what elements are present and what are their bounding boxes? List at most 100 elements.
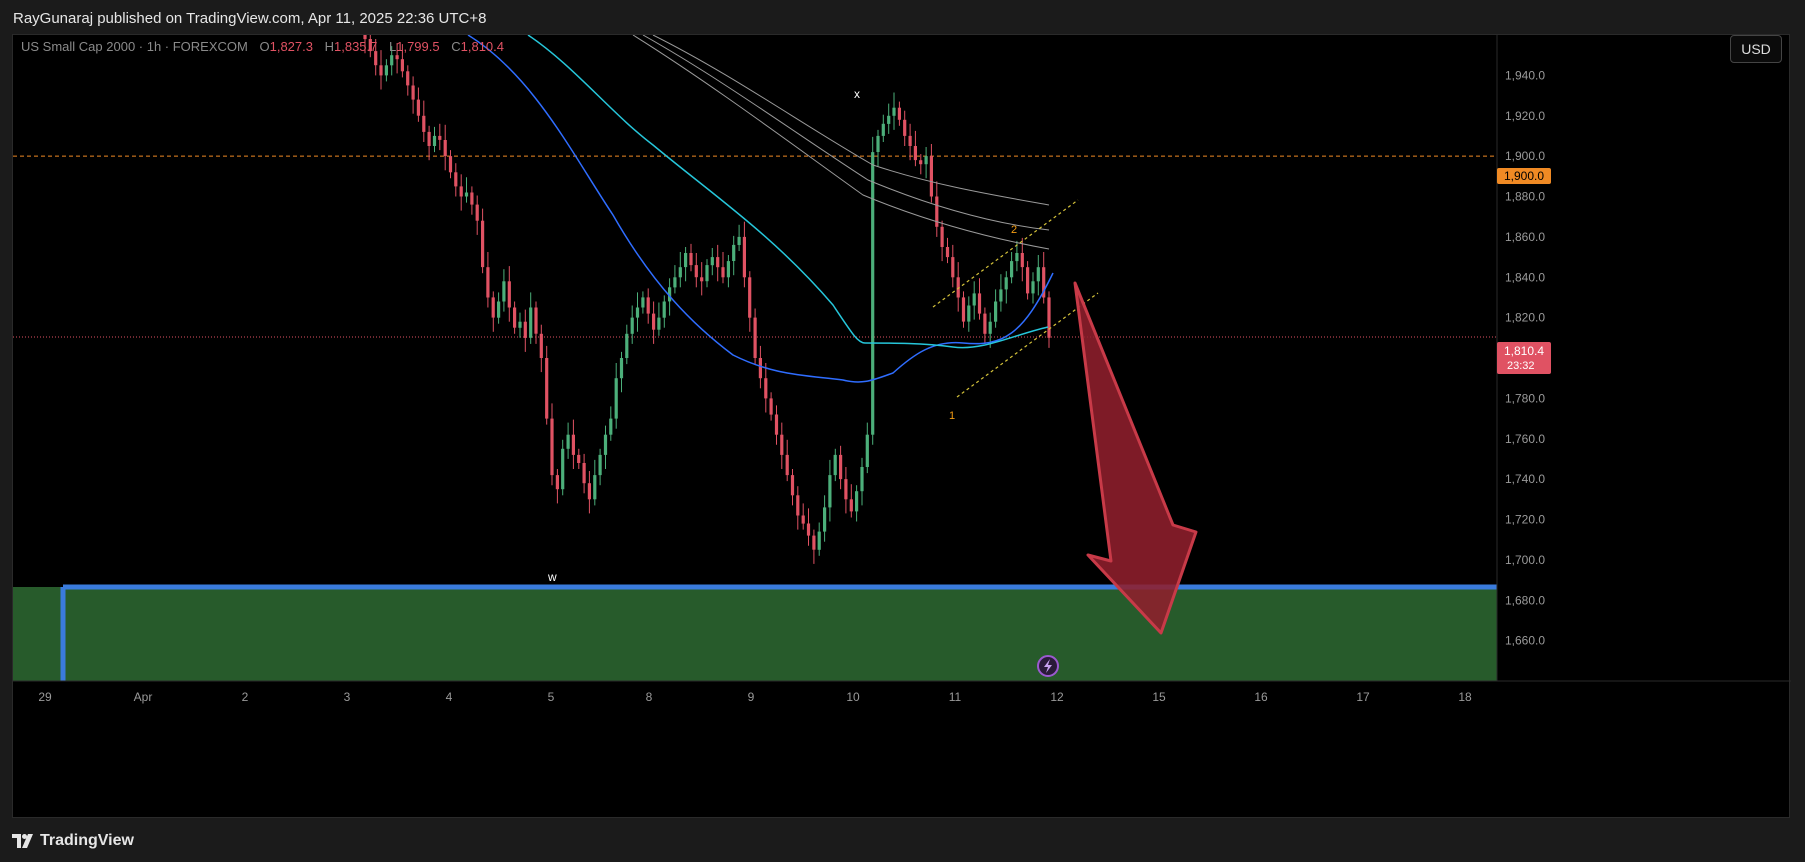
candle-body — [1020, 253, 1024, 268]
candle-body — [400, 59, 404, 72]
candle — [940, 220, 944, 262]
candle-body — [550, 418, 554, 476]
candle-body — [855, 491, 859, 512]
candle-body — [582, 463, 586, 484]
candle — [887, 103, 891, 134]
y-tick-label: 1,700.0 — [1505, 553, 1545, 567]
candle-body — [999, 289, 1003, 302]
candle — [539, 324, 543, 373]
legend-high: 1,835.7 — [334, 39, 377, 54]
y-tick-label: 1,760.0 — [1505, 432, 1545, 446]
candle-body — [481, 220, 485, 268]
candle-body — [432, 135, 437, 146]
x-tick-label: 12 — [1050, 690, 1064, 704]
candle — [390, 46, 394, 76]
footer-brand[interactable]: TradingView — [12, 830, 134, 852]
candle-body — [523, 321, 527, 338]
candle-body — [657, 317, 661, 330]
candle — [796, 486, 800, 530]
y-tick-label: 1,940.0 — [1505, 68, 1545, 82]
candle-body — [860, 467, 864, 492]
candle-body — [507, 281, 511, 308]
candle — [571, 419, 575, 469]
candle-body — [1004, 277, 1008, 290]
wave-label-w: w — [547, 570, 557, 584]
candle — [395, 43, 399, 74]
legend-high-label: H — [325, 39, 334, 54]
candle — [828, 459, 832, 522]
y-tick-label: 1,740.0 — [1505, 472, 1545, 486]
candle-body — [1047, 297, 1051, 338]
published-text: RayGunaraj published on TradingView.com,… — [13, 10, 487, 27]
time-axis[interactable]: 29 Apr 2 3 4 5 8 9 10 11 12 15 16 17 18 — [38, 690, 1472, 704]
candle — [881, 114, 885, 142]
x-tick-label: 10 — [846, 690, 860, 704]
candle-body — [1042, 267, 1046, 298]
candle — [758, 345, 762, 389]
candle — [582, 453, 586, 494]
price-chart[interactable]: w x 1 2 1,660.0 1,680.0 1,700.0 1,720.0 1,74… — [13, 35, 1791, 819]
candle-body — [1015, 253, 1019, 262]
candle-body — [379, 65, 383, 76]
candle-body — [812, 535, 816, 550]
candle — [454, 163, 458, 197]
candle — [876, 129, 880, 167]
candle — [1026, 261, 1030, 300]
candle — [534, 301, 538, 344]
candle-body — [577, 454, 581, 463]
candle — [994, 289, 998, 328]
candle — [384, 59, 388, 82]
candle-body — [561, 448, 565, 490]
x-tick-label: 29 — [38, 690, 52, 704]
candle-body — [935, 196, 939, 227]
candle — [748, 271, 752, 332]
chart-panel[interactable]: w x 1 2 1,660.0 1,680.0 1,700.0 1,720.0 1,74… — [12, 34, 1791, 819]
candle-body — [438, 135, 442, 140]
regression-band-lower — [632, 35, 1050, 250]
last-price-badge-text: 1,810.4 — [1504, 344, 1544, 358]
candle — [865, 422, 869, 474]
candle — [721, 252, 725, 284]
candle-body — [668, 287, 672, 302]
candle-body — [422, 115, 426, 132]
candle — [924, 147, 928, 179]
candle — [705, 259, 709, 288]
candle — [919, 154, 923, 175]
currency-button[interactable]: USD — [1730, 35, 1782, 63]
candle — [646, 288, 650, 324]
candle — [935, 181, 939, 237]
candle — [662, 295, 666, 328]
candle — [871, 136, 875, 445]
candle-body — [395, 55, 399, 60]
candle-body — [625, 333, 629, 358]
candle — [481, 208, 485, 274]
candle-body — [790, 475, 795, 496]
candle — [806, 508, 811, 546]
price-axis[interactable]: 1,660.0 1,680.0 1,700.0 1,720.0 1,740.0 1,760… — [1505, 68, 1545, 647]
candle-body — [908, 135, 912, 146]
candle-body — [566, 434, 570, 449]
x-tick-label: 11 — [949, 690, 962, 704]
candle-body — [956, 277, 960, 298]
candle — [977, 278, 982, 320]
candle-body — [983, 313, 987, 334]
candle-body — [913, 146, 917, 161]
x-tick-label: 3 — [344, 690, 351, 704]
bearish-projection-arrow[interactable] — [1073, 281, 1198, 635]
candle-body — [641, 297, 645, 308]
candle-body — [454, 172, 458, 187]
candle-body — [464, 192, 469, 197]
candle-body — [865, 434, 869, 467]
candle — [566, 422, 570, 459]
y-tick-label: 1,900.0 — [1505, 149, 1545, 163]
tradingview-logo-icon — [12, 834, 33, 848]
candle — [908, 123, 912, 161]
candle-body — [828, 475, 832, 508]
candle-body — [475, 204, 479, 221]
y-tick-label: 1,860.0 — [1505, 230, 1545, 244]
support-zone[interactable] — [13, 587, 1497, 681]
candle — [379, 50, 383, 90]
candle-body — [390, 55, 394, 66]
candle-body — [486, 267, 490, 298]
candle-body — [716, 257, 720, 268]
